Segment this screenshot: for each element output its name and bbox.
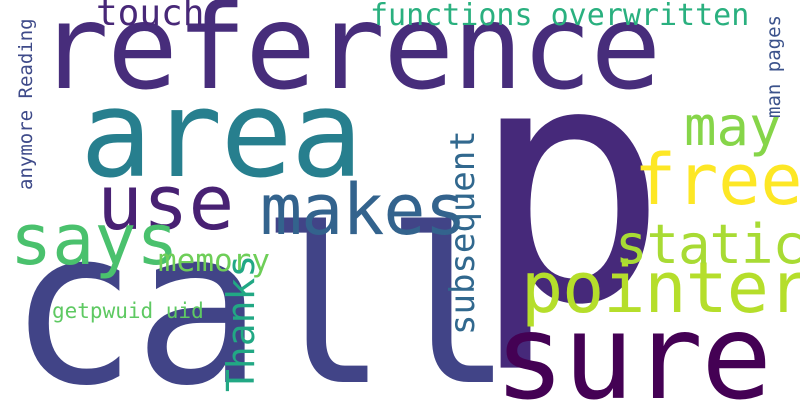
word-man-pages: man pages [763, 15, 785, 118]
word-says: says [10, 199, 179, 281]
word-static: static [615, 213, 800, 276]
word-free: free [634, 139, 800, 221]
word-thanks: Thanks [219, 254, 263, 392]
word-makes: makes [260, 169, 467, 251]
word-sure: sure [494, 288, 772, 400]
word-getpwuid-uid: getpwuid uid [52, 299, 204, 323]
word-area: area [80, 66, 363, 205]
word-may: may [684, 95, 782, 158]
word-reference: reference [38, 0, 661, 116]
word-subsequent: subsequent [443, 130, 483, 335]
word-call: call [8, 182, 514, 400]
word-functions-overwritten: functions overwritten [370, 0, 750, 33]
word-p: p [470, 0, 669, 377]
word-pointer: pointer [521, 247, 800, 329]
word-memory: memory [158, 243, 270, 279]
word-touch: touch [96, 0, 205, 34]
word-anymore-reading: anymore Reading [15, 18, 37, 190]
word-use: use [97, 158, 235, 247]
